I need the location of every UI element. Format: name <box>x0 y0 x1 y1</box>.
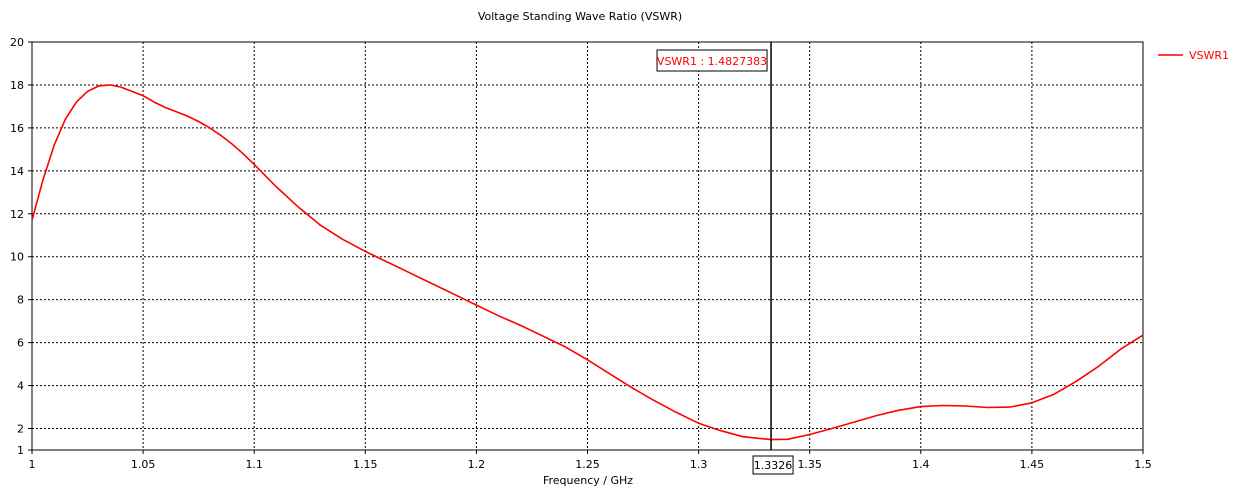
legend-label: VSWR1 <box>1189 49 1229 62</box>
plot-frame <box>31 41 1144 451</box>
marker-x-label: 1.3326 <box>754 459 793 472</box>
x-tick-label: 1.25 <box>575 458 600 471</box>
x-tick-label: 1 <box>29 458 36 471</box>
x-tick-label: 1.5 <box>1134 458 1152 471</box>
marker-value-label: VSWR1 : 1.4827383 <box>657 55 767 68</box>
y-tick-label: 1 <box>17 444 24 457</box>
y-tick-label: 16 <box>10 122 24 135</box>
y-tick-label: 20 <box>10 36 24 49</box>
x-tick-label: 1.15 <box>353 458 378 471</box>
x-tick-label: 1.1 <box>245 458 263 471</box>
x-tick-label: 1.4 <box>912 458 930 471</box>
series-line-vswr1 <box>31 84 1144 441</box>
x-tick-label: 1.35 <box>797 458 822 471</box>
chart-title: Voltage Standing Wave Ratio (VSWR) <box>478 10 682 23</box>
series-layer <box>31 84 1144 441</box>
y-tick-label: 14 <box>10 165 24 178</box>
grid-layer <box>32 42 1143 450</box>
y-tick-label: 18 <box>10 79 24 92</box>
x-tick-label: 1.3 <box>690 458 708 471</box>
y-tick-label: 12 <box>10 208 24 221</box>
y-tick-label: 8 <box>17 294 24 307</box>
marker-layer[interactable]: VSWR1 : 1.4827383 1.3326 <box>656 42 794 475</box>
y-tick-label: 6 <box>17 337 24 350</box>
y-tick-label: 10 <box>10 251 24 264</box>
y-tick-label: 4 <box>17 380 24 393</box>
x-axis-title: Frequency / GHz <box>543 474 633 487</box>
marker-x-box <box>752 455 794 475</box>
y-tick-label: 2 <box>17 423 24 436</box>
x-tick-label: 1.05 <box>131 458 156 471</box>
legend: VSWR1 <box>1158 49 1229 62</box>
x-tick-label: 1.2 <box>468 458 486 471</box>
tick-layer: 1 1.05 1.1 1.15 1.2 1.25 1.3 1.35 1.4 1.45 1.51246… <box>10 36 1152 471</box>
x-tick-label: 1.45 <box>1020 458 1045 471</box>
marker-value-box <box>656 49 768 72</box>
